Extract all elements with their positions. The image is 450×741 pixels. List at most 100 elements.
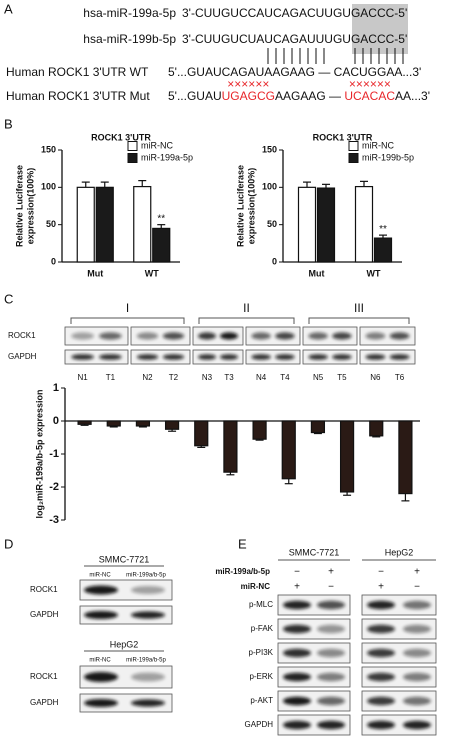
lane-label: T6 [395,373,405,382]
bar [369,420,384,437]
treatment-label: miR-199a/b-5p [215,567,270,576]
sequence-part: 3'-CUUGUCUAUCAGAUUUGUGACCC-5' [182,32,407,46]
bar [252,420,267,440]
error-bar [138,425,147,428]
blot-band [283,696,311,706]
bar [106,420,121,427]
blot-frame [277,690,351,712]
bar [310,420,326,434]
blot-frame [79,693,173,713]
lane-label: T2 [169,373,179,382]
blot-title: HepG2 [110,639,139,649]
sequence: 5'...GUAUUGAGCGAAGAAG — UCACACAA...3' [168,89,430,103]
bar [316,187,336,263]
bar [135,420,151,427]
treatment-mark: + [294,582,300,593]
blot-band [99,354,122,360]
bar [354,185,374,263]
row-label: ROCK1 [30,585,58,594]
seed-highlight [352,4,408,54]
blot-frame [361,642,437,664]
bar [297,186,317,263]
y-tick-label: -3 [49,514,59,526]
error-bar [226,472,235,476]
bar [133,185,152,263]
bar [152,227,171,263]
blot-band [389,332,410,340]
legend-swatch [127,141,138,151]
blot-band [198,354,216,360]
blot-band [367,672,395,682]
y-tick-label: 50 [267,219,277,229]
row-label: p-AKT [250,696,273,705]
blot-frame [361,690,437,712]
blot-band [317,624,345,634]
blot-band [84,698,118,708]
lane-label: T5 [337,373,347,382]
row-label: ROCK1 [8,331,36,340]
blot-band [365,332,386,340]
error-bar [109,425,118,428]
x-tick-label: Mut [87,268,103,278]
bar [95,186,114,263]
blot-band [162,332,185,340]
lane-label: N2 [142,373,153,382]
y-tick-label: 0 [272,256,277,266]
blot-frame [245,349,301,365]
bar [398,420,413,495]
blot-band [317,720,345,730]
y-tick-label: 1 [53,382,59,394]
error-bar [322,183,330,189]
bar [373,237,393,263]
blot-frame [79,579,173,601]
sequence: 3'-CUUGUCUAUCAGAUUUGUGACCC-5' [182,32,407,46]
treatment-mark: + [328,567,334,578]
legend-swatch [127,153,138,163]
lane-label: miR-199a/b-5p [126,573,166,579]
blot-frame [130,349,191,365]
mutation-crosses: ×××××× [349,77,391,91]
blot-band [84,585,118,595]
error-bar [197,445,206,448]
blot-band [367,696,395,706]
bar [76,186,95,263]
row-label: GAPDH [30,610,59,619]
group-label: I [126,301,129,315]
y-tick-label: 0 [53,415,59,427]
treatment-mark: − [328,582,334,593]
panel-label: E [238,536,247,551]
blot-frame [192,349,244,365]
group-label: II [243,301,250,315]
blot-band [367,600,395,610]
cell-line: HepG2 [385,547,414,557]
blot-frame [64,349,129,365]
significance: ** [379,224,387,235]
y-axis-label: log₂miR-199a/b-5p expression [34,389,44,518]
blot-band [389,354,410,360]
x-tick-label: WT [145,268,159,278]
blot-band [403,696,431,706]
bar [194,420,209,447]
cell-line: SMMC-7721 [289,547,340,557]
legend-label: miR-NC [362,140,394,150]
lane-label: N1 [78,373,89,382]
error-bar [100,181,109,188]
y-axis-label: Relative Luciferase [14,165,24,247]
blot-band [403,600,431,610]
blot-band [136,332,159,340]
blot-title: SMMC-7721 [99,554,150,564]
blot-band [84,672,118,682]
treatment-mark: + [414,567,420,578]
blot-band [332,354,352,360]
y-tick-label: 100 [262,182,277,192]
lane-label: T3 [224,373,234,382]
lane-label: miR-199a/b-5p [126,658,166,664]
blot-frame [277,666,351,688]
y-tick-label: 50 [46,219,56,229]
group-bracket [198,317,295,324]
panel-label: B [4,116,13,131]
mutation-crosses: ×××××× [227,77,269,91]
group-bracket [70,317,185,324]
bar [77,420,92,425]
